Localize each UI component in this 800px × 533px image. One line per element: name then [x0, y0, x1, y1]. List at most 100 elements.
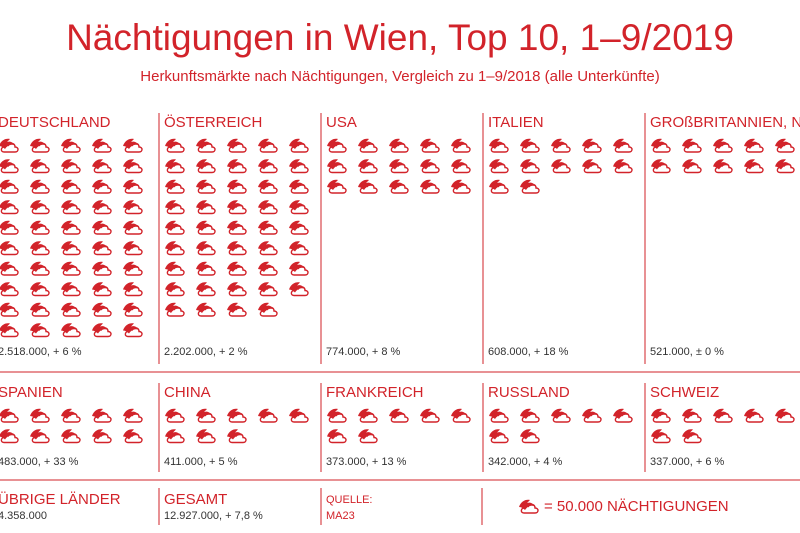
- icon-wing: [489, 429, 504, 440]
- icon-wing: [0, 323, 14, 334]
- icon: [61, 159, 81, 174]
- icon-wing: [358, 408, 373, 419]
- icon-wing: [61, 220, 76, 231]
- value-label: 608.000, + 18 %: [488, 346, 569, 358]
- icon-wing: [30, 200, 45, 211]
- icon: [651, 159, 671, 174]
- icon: [196, 261, 216, 276]
- icon-wing: [258, 261, 273, 272]
- icon-wing: [30, 282, 45, 293]
- icon: [227, 220, 247, 235]
- icon: [258, 241, 278, 256]
- icon-wing: [520, 159, 535, 170]
- icon: [389, 159, 409, 174]
- icon-wing: [713, 159, 728, 170]
- icon-wing: [613, 138, 628, 149]
- icon: [682, 408, 702, 423]
- icon: [289, 138, 309, 153]
- icon-wing: [420, 179, 435, 190]
- icon-wing: [227, 220, 242, 231]
- icon-wing: [61, 138, 76, 149]
- icon: [92, 138, 112, 153]
- icon: [489, 159, 509, 174]
- icon: [258, 200, 278, 215]
- icon: [92, 261, 112, 276]
- footer-name: ÜBRIGE LÄNDER: [0, 490, 121, 508]
- footer-name: GESAMT: [164, 491, 227, 508]
- icon: [489, 408, 509, 423]
- icon: [30, 159, 50, 174]
- icon: [227, 138, 247, 153]
- icon: [0, 323, 19, 338]
- icon-wing: [92, 302, 107, 313]
- icon: [92, 323, 112, 338]
- icon: [123, 302, 143, 317]
- icon: [289, 282, 309, 297]
- icon: [165, 220, 185, 235]
- icon-wing: [30, 138, 45, 149]
- icon: [165, 302, 185, 317]
- icon: [713, 138, 733, 153]
- icon-wing: [123, 261, 138, 272]
- icon: [289, 408, 309, 423]
- icon-wing: [327, 159, 342, 170]
- subtitle: Herkunftsmärkte nach Nächtigungen, Vergl…: [140, 68, 659, 85]
- icon-wing: [196, 282, 211, 293]
- icon: [61, 408, 81, 423]
- icon-wing: [227, 261, 242, 272]
- icon-wing: [92, 241, 107, 252]
- icon-wing: [92, 159, 107, 170]
- icon: [420, 408, 440, 423]
- icon-wing: [165, 138, 180, 149]
- title: Nächtigungen in Wien, Top 10, 1–9/2019: [66, 17, 734, 58]
- icon: [582, 138, 602, 153]
- icon: [123, 200, 143, 215]
- icon: [327, 429, 347, 444]
- icon: [358, 138, 378, 153]
- icon: [258, 220, 278, 235]
- icon: [713, 408, 733, 423]
- icon: [0, 302, 19, 317]
- value-label: 774.000, + 8 %: [326, 346, 401, 358]
- icon-wing: [489, 408, 504, 419]
- icon: [196, 282, 216, 297]
- icon: [123, 138, 143, 153]
- icon-wing: [61, 408, 76, 419]
- icon: [744, 408, 764, 423]
- icon: [775, 408, 795, 423]
- icon: [123, 159, 143, 174]
- icon-wing: [358, 179, 373, 190]
- icon-wing: [289, 179, 304, 190]
- icon: [0, 429, 19, 444]
- icon: [744, 159, 764, 174]
- icon: [520, 159, 540, 174]
- icon-wing: [165, 408, 180, 419]
- icon-wing: [196, 261, 211, 272]
- icon: [651, 408, 671, 423]
- icon-wing: [227, 179, 242, 190]
- icon-wing: [489, 159, 504, 170]
- icon-wing: [389, 408, 404, 419]
- icon-wing: [92, 282, 107, 293]
- icon-wing: [61, 429, 76, 440]
- icon: [389, 179, 409, 194]
- icon-wing: [358, 429, 373, 440]
- value-label: 373.000, + 13 %: [326, 456, 407, 468]
- icon-wing: [165, 429, 180, 440]
- icon-wing: [258, 220, 273, 231]
- category-label: CHINA: [164, 384, 211, 401]
- icon-wing: [258, 179, 273, 190]
- icon: [165, 261, 185, 276]
- icon: [61, 282, 81, 297]
- icon-wing: [123, 138, 138, 149]
- icon-wing: [92, 261, 107, 272]
- icon: [258, 408, 278, 423]
- icon-wing: [123, 200, 138, 211]
- icon: [0, 282, 19, 297]
- icon-wing: [551, 408, 566, 419]
- icon-wing: [713, 408, 728, 419]
- icon-wing: [61, 302, 76, 313]
- icon-wing: [30, 408, 45, 419]
- icon: [165, 408, 185, 423]
